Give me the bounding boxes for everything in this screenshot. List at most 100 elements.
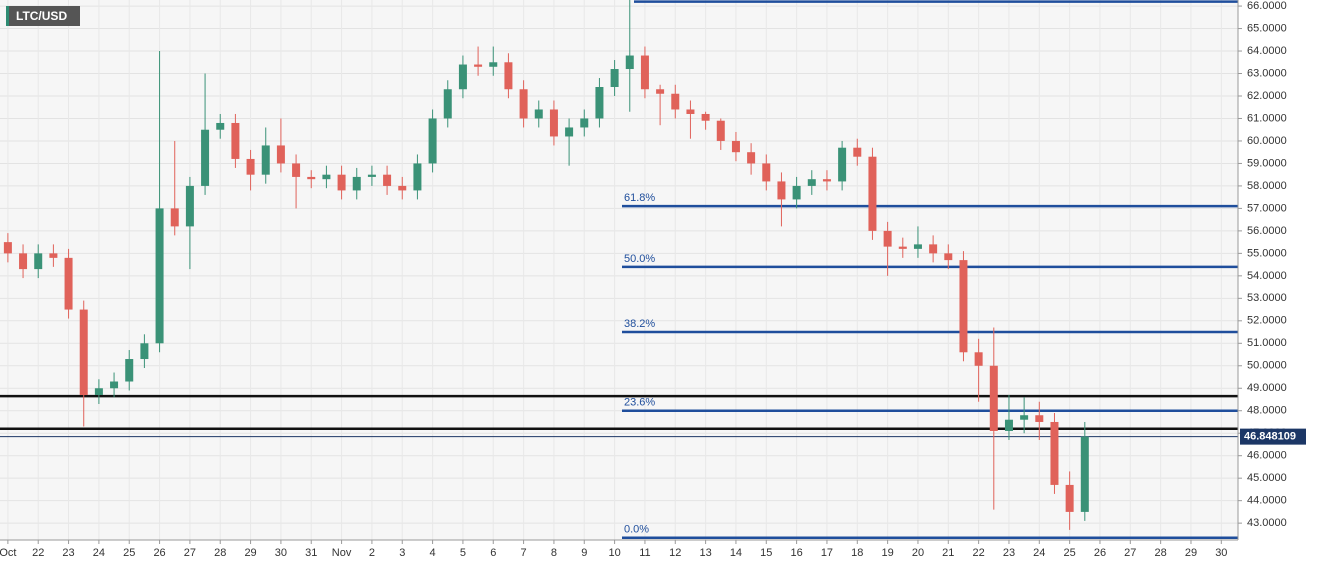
candle-body [155, 208, 164, 344]
x-tick-label: 29 [244, 547, 256, 559]
fib-label: 0.0% [624, 524, 649, 536]
candle-body [216, 122, 225, 130]
x-tick-label: 11 [639, 547, 650, 559]
y-tick-label: 46.0000 [1247, 450, 1287, 462]
x-tick-label: 14 [730, 547, 742, 559]
candle-body [276, 145, 285, 164]
candle-body [822, 179, 831, 182]
title-box [6, 6, 80, 26]
candle-body [595, 87, 604, 119]
x-tick-label: 28 [1155, 547, 1167, 559]
x-tick-label: 27 [1124, 547, 1136, 559]
candle-body [246, 158, 255, 175]
y-tick-label: 58.0000 [1247, 180, 1287, 192]
candle-body [898, 246, 907, 249]
candle-body [792, 185, 801, 200]
candle-body [686, 109, 695, 114]
y-tick-label: 51.0000 [1247, 337, 1287, 349]
x-tick-label: 4 [430, 547, 436, 559]
candle-body [79, 309, 88, 395]
candle-body [883, 230, 892, 247]
candles [3, 0, 1089, 530]
candle-body [383, 174, 392, 186]
y-tick-label: 57.0000 [1247, 202, 1287, 214]
candle-body [929, 244, 938, 254]
candle-body [625, 55, 634, 70]
candle-body [49, 253, 58, 258]
candle-body [170, 208, 179, 227]
y-tick-label: 54.0000 [1247, 270, 1287, 282]
x-tick-label: 25 [123, 547, 135, 559]
x-tick-label: 18 [851, 547, 863, 559]
candle-body [580, 118, 589, 128]
candle-body [231, 122, 240, 159]
candle-body [125, 359, 134, 382]
x-tick-label: 15 [760, 547, 772, 559]
candle-body [443, 89, 452, 119]
candle-body [3, 242, 12, 254]
x-tick-label: 27 [184, 547, 196, 559]
candle-body [458, 64, 467, 90]
x-tick-label: 26 [1094, 547, 1106, 559]
y-tick-label: 55.0000 [1247, 247, 1287, 259]
candle-body [489, 62, 498, 67]
candle-body [94, 388, 103, 395]
y-tick-label: 44.0000 [1247, 495, 1287, 507]
x-tick-label: 5 [460, 547, 466, 559]
candle-body [1004, 419, 1013, 431]
x-tick-label: 9 [581, 547, 587, 559]
x-tick-label: 24 [93, 547, 105, 559]
x-tick-label: 22 [973, 547, 985, 559]
fib-label: 61.8% [624, 192, 655, 204]
candle-body [261, 145, 270, 175]
candle-body [807, 179, 816, 186]
candle-body [1080, 436, 1089, 512]
candle-body [944, 253, 953, 261]
candle-body [474, 64, 483, 67]
x-tick-label: 31 [305, 547, 317, 559]
x-tick-label: 28 [214, 547, 226, 559]
candle-body [413, 163, 422, 191]
candle-body [1020, 415, 1029, 420]
candle-body [110, 381, 119, 389]
candle-body [913, 244, 922, 249]
y-tick-label: 56.0000 [1247, 225, 1287, 237]
candle-body [549, 109, 558, 137]
x-tick-label: 30 [1215, 547, 1227, 559]
x-tick-label: Oct [0, 547, 16, 559]
y-tick-label: 52.0000 [1247, 315, 1287, 327]
candle-body [671, 93, 680, 110]
y-tick-label: 60.0000 [1247, 135, 1287, 147]
candle-body [731, 140, 740, 153]
title-accent [6, 6, 9, 26]
candle-body [716, 120, 725, 141]
x-tick-label: 26 [153, 547, 165, 559]
x-tick-label: 2 [369, 547, 375, 559]
x-tick-label: 24 [1033, 547, 1045, 559]
y-tick-label: 45.0000 [1247, 472, 1287, 484]
y-tick-label: 64.0000 [1247, 45, 1287, 57]
candle-body [519, 89, 528, 119]
candle-body [656, 89, 665, 94]
candle-body [701, 113, 710, 121]
y-tick-label: 66.0000 [1247, 0, 1287, 12]
x-tick-label: 23 [62, 547, 74, 559]
candle-body [777, 181, 786, 200]
x-tick-label: 13 [699, 547, 711, 559]
x-tick-label: 16 [790, 547, 802, 559]
labels: 43.000044.000045.000046.000047.000048.00… [0, 0, 1306, 559]
plot-background [0, 0, 1238, 540]
candle-body [974, 352, 983, 366]
last-price-box [1240, 428, 1306, 445]
last-price-label: 46.848109 [1244, 431, 1296, 443]
y-tick-label: 50.0000 [1247, 360, 1287, 372]
candle-body [34, 253, 43, 270]
x-tick-label: 3 [399, 547, 405, 559]
fib-label: 38.2% [624, 318, 655, 330]
candle-body [367, 174, 376, 177]
candle-body [185, 185, 194, 227]
candle-body [534, 109, 543, 119]
candle-body [504, 62, 513, 90]
y-tick-label: 65.0000 [1247, 22, 1287, 34]
x-tick-label: 6 [490, 547, 496, 559]
